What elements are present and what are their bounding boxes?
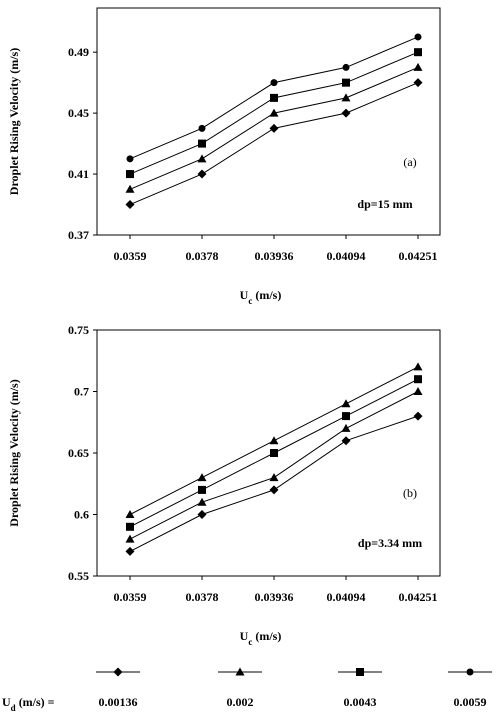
data-point <box>269 436 279 445</box>
data-point <box>126 522 134 531</box>
y-tick-label: 0.65 <box>68 446 89 460</box>
annotation: (b) <box>403 486 417 500</box>
x-axis-title-part: U <box>240 288 249 302</box>
legend-label-part: (m/s) = <box>16 695 55 709</box>
data-point <box>270 449 278 457</box>
x-axis-title-part: U <box>240 629 249 643</box>
x-tick-label: 0.04251 <box>399 249 438 263</box>
legend-label-part: U <box>2 695 11 709</box>
data-point <box>125 200 135 210</box>
legend-marker <box>113 667 123 677</box>
annotation: (a) <box>403 155 416 169</box>
data-point <box>341 93 351 102</box>
y-tick-label: 0.49 <box>68 45 89 59</box>
x-axis-title: Uc (m/s) <box>240 629 282 647</box>
x-tick-label: 0.04094 <box>327 249 366 263</box>
x-tick-label: 0.0359 <box>114 590 147 604</box>
data-point <box>414 33 422 41</box>
data-point <box>197 510 207 519</box>
data-point <box>126 170 134 179</box>
x-axis-title-part: c <box>248 296 252 306</box>
x-tick-label: 0.04251 <box>399 590 438 604</box>
data-point <box>413 362 423 371</box>
x-tick-label: 0.03936 <box>255 590 294 604</box>
legend-entry: 0.0043 <box>344 695 377 709</box>
data-point <box>125 510 135 518</box>
x-axis-title: Uc (m/s) <box>240 288 282 306</box>
legend-label-part: d <box>11 703 16 713</box>
legend-entry: 0.002 <box>227 695 254 709</box>
data-point <box>197 473 207 482</box>
legend-marker <box>466 668 474 676</box>
annotation: dp=3.34 mm <box>358 536 422 550</box>
data-point <box>197 497 207 506</box>
y-tick-label: 0.41 <box>68 167 89 181</box>
legend-marker <box>356 668 364 676</box>
data-point <box>125 546 135 556</box>
y-tick-label: 0.55 <box>68 569 89 583</box>
data-point <box>413 78 423 88</box>
y-tick-label: 0.75 <box>68 323 89 337</box>
data-point <box>342 63 350 71</box>
y-tick-label: 0.37 <box>68 228 89 242</box>
legend-entry: 0.0059 <box>454 695 487 709</box>
data-point <box>197 154 207 163</box>
data-point <box>341 436 351 446</box>
data-point <box>197 169 207 179</box>
x-axis-title-part: (m/s) <box>252 288 281 302</box>
data-point <box>341 423 351 432</box>
data-point <box>413 387 423 395</box>
data-point <box>125 534 135 543</box>
data-point <box>269 485 279 495</box>
data-point <box>342 412 350 421</box>
data-point <box>341 108 351 118</box>
data-point <box>270 93 278 102</box>
data-point <box>125 184 135 193</box>
y-tick-label: 0.6 <box>74 508 89 522</box>
legend-entry: 0.00136 <box>99 695 138 709</box>
data-point <box>270 79 278 87</box>
y-axis-title: Droplet Rising Velocity (m/s) <box>7 48 21 195</box>
x-tick-label: 0.0378 <box>186 249 219 263</box>
y-tick-label: 0.7 <box>74 385 89 399</box>
legend-marker <box>235 667 245 676</box>
legend-label: Ud (m/s) = <box>2 695 55 713</box>
y-axis-title: Droplet Rising Velocity (m/s) <box>7 379 21 526</box>
annotation: dp=15 mm <box>357 197 412 211</box>
data-point <box>413 411 423 421</box>
x-axis-title-part: (m/s) <box>252 629 281 643</box>
data-point <box>269 473 279 482</box>
x-tick-label: 0.04094 <box>327 590 366 604</box>
data-point <box>414 375 422 384</box>
data-point <box>198 139 206 148</box>
x-tick-label: 0.0359 <box>114 249 147 263</box>
series-line <box>129 391 419 540</box>
data-point <box>198 485 206 494</box>
data-point <box>413 62 423 71</box>
data-point <box>269 123 279 133</box>
data-point <box>269 108 279 117</box>
data-point <box>198 124 206 132</box>
y-tick-label: 0.45 <box>68 106 89 120</box>
plot-frame <box>96 7 441 236</box>
data-point <box>126 155 134 163</box>
data-point <box>414 48 422 57</box>
x-tick-label: 0.03936 <box>255 249 294 263</box>
x-axis-title-part: c <box>248 637 252 647</box>
data-point <box>341 399 351 408</box>
data-point <box>342 78 350 87</box>
x-tick-label: 0.0378 <box>186 590 219 604</box>
